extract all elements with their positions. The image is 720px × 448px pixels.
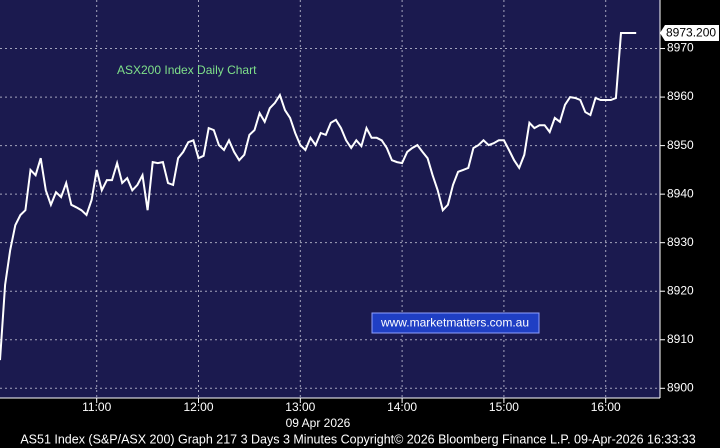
price-line — [0, 32, 637, 361]
watermark: www.marketmatters.com.au — [380, 316, 529, 330]
y-tick-label: 8940 — [667, 186, 694, 200]
y-tick-label: 8930 — [667, 235, 694, 249]
x-tick-label: 13:00 — [285, 400, 315, 414]
x-tick-label: 16:00 — [591, 400, 621, 414]
y-tick-label: 8920 — [667, 283, 694, 297]
x-tick-label: 15:00 — [489, 400, 519, 414]
watermark-box — [371, 312, 540, 334]
y-tick-label: 8900 — [667, 380, 694, 394]
y-tick-label: 8970 — [667, 41, 694, 55]
footer: AS51 Index (S&P/ASX 200) Graph 217 3 Day… — [20, 432, 695, 446]
y-tick-label: 8950 — [667, 138, 694, 152]
x-tick-label: 14:00 — [387, 400, 417, 414]
x-tick-label: 12:00 — [183, 400, 213, 414]
last-price-label: 8973.200 — [666, 26, 716, 40]
y-tick-label: 8960 — [667, 89, 694, 103]
chart-title: ASX200 Index Daily Chart — [117, 63, 257, 77]
plot-background — [0, 0, 660, 398]
y-tick-label: 8910 — [667, 332, 694, 346]
x-axis-label: 09 Apr 2026 — [286, 416, 351, 430]
x-tick-label: 11:00 — [82, 400, 111, 414]
last-price-box — [660, 25, 719, 42]
